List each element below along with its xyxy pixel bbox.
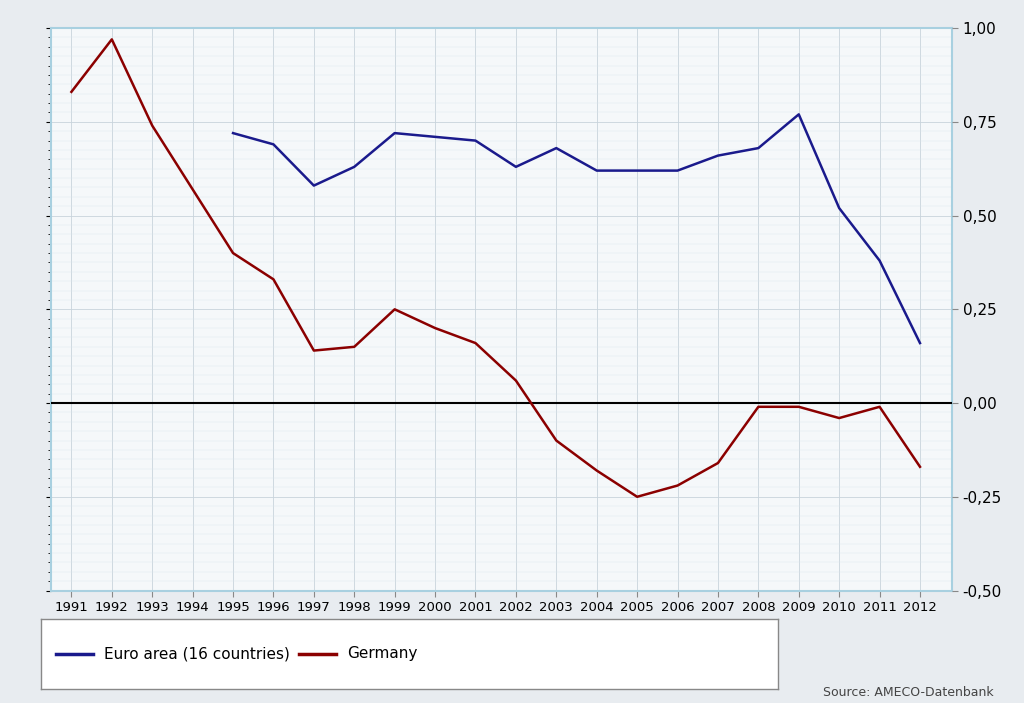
Germany [146,122,159,130]
Germany [429,324,441,333]
Text: Germany: Germany [347,646,418,662]
Euro area (16 countries) [227,129,240,137]
Euro area (16 countries) [753,144,765,153]
Germany [913,463,926,471]
Germany [793,403,805,411]
Line: Euro area (16 countries): Euro area (16 countries) [233,115,920,343]
Text: Source: AMECO-Datenbank: Source: AMECO-Datenbank [822,687,993,699]
Euro area (16 countries) [469,136,481,145]
Germany [348,342,360,351]
Germany [469,339,481,347]
Euro area (16 countries) [712,151,724,160]
Germany [267,275,280,283]
Euro area (16 countries) [550,144,562,153]
Germany [66,88,78,96]
Euro area (16 countries) [834,204,846,212]
Germany [591,466,603,475]
Euro area (16 countries) [672,167,684,175]
Germany [712,459,724,467]
Euro area (16 countries) [348,162,360,171]
Euro area (16 countries) [873,257,886,265]
Euro area (16 countries) [793,110,805,119]
Germany [186,185,199,193]
Line: Germany: Germany [72,39,920,497]
Euro area (16 countries) [510,162,522,171]
Euro area (16 countries) [308,181,321,190]
Germany [105,35,118,44]
Germany [510,376,522,385]
Germany [388,305,400,314]
Text: Euro area (16 countries): Euro area (16 countries) [103,646,290,662]
Germany [672,482,684,490]
Euro area (16 countries) [591,167,603,175]
Germany [753,403,765,411]
Euro area (16 countries) [429,133,441,141]
Germany [550,437,562,445]
Germany [834,414,846,423]
Germany [873,403,886,411]
Euro area (16 countries) [913,339,926,347]
Euro area (16 countries) [267,140,280,148]
Germany [227,249,240,257]
Germany [631,493,643,501]
Euro area (16 countries) [631,167,643,175]
Euro area (16 countries) [388,129,400,137]
Germany [308,347,321,355]
